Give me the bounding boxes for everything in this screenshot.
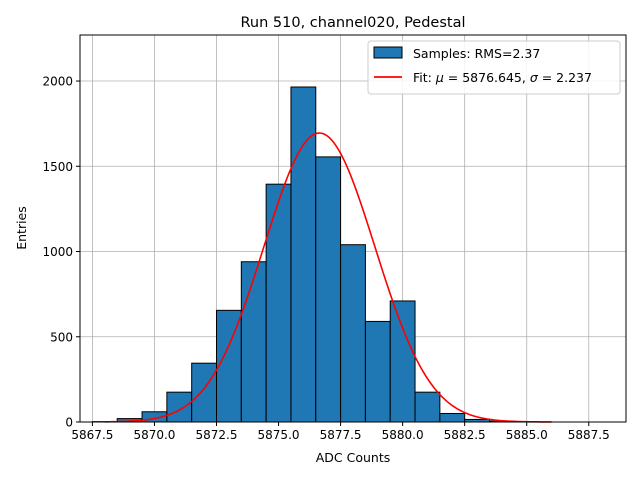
x-tick-label-7: 5885.0: [506, 428, 548, 442]
histogram-bar-9: [315, 156, 342, 423]
gaussian-fit-curve: [104, 132, 552, 423]
legend-histogram-swatch: [373, 46, 403, 59]
legend-fit-mu-value: = 5876.645,: [444, 70, 530, 85]
y-tick-label-2: 1000: [42, 245, 73, 259]
x-axis-label: ADC Counts: [316, 450, 391, 465]
legend-fit-prefix: Fit:: [413, 70, 436, 85]
legend-box: [367, 40, 621, 95]
y-axis: 0 500 1000 1500 2000: [42, 75, 80, 430]
legend-fit-label: Fit: μ = 5876.645, σ = 2.237: [413, 70, 592, 85]
x-tick-label-5: 5880.0: [382, 428, 424, 442]
x-tick-label-3: 5875.0: [258, 428, 300, 442]
legend-fit-sigma-symbol: σ: [530, 70, 539, 85]
histogram-bar-10: [340, 244, 366, 423]
x-tick-label-4: 5877.5: [320, 428, 362, 442]
x-tick-label-1: 5870.0: [133, 428, 175, 442]
plot-frame: [79, 34, 627, 423]
legend-fit-mu-symbol: μ: [435, 70, 444, 85]
histogram-bar-3: [166, 391, 193, 423]
x-tick-label-2: 5872.5: [196, 428, 238, 442]
histogram-bar-11: [364, 320, 391, 423]
x-tick-label-8: 5887.5: [568, 428, 610, 442]
y-tick-label-4: 2000: [42, 75, 73, 89]
x-tick-label-0: 5867.5: [71, 428, 113, 442]
chart-title: Run 510, channel020, Pedestal: [240, 15, 465, 31]
histogram-bar-7: [265, 183, 292, 423]
histogram-bar-5: [216, 309, 242, 423]
y-tick-label-1: 500: [50, 330, 73, 344]
histogram-bar-13: [414, 391, 441, 423]
histogram-bar-8: [290, 86, 317, 423]
histogram-bar-14: [439, 412, 466, 423]
histogram-bars: [91, 86, 540, 423]
x-tick-label-6: 5882.5: [444, 428, 486, 442]
y-axis-label: Entries: [14, 206, 29, 250]
histogram-bar-6: [240, 261, 267, 423]
legend-histogram-label: Samples: RMS=2.37: [413, 46, 540, 61]
legend-fit-sigma-value: = 2.237: [538, 70, 592, 85]
histogram-bar-4: [191, 362, 218, 423]
x-axis: 5867.5 5870.0 5872.5 5875.0 5877.5 5880.0 5882…: [71, 422, 610, 442]
legend: Samples: RMS=2.37 Fit: μ = 5876.645, σ =…: [367, 40, 621, 95]
y-tick-label-0: 0: [65, 416, 73, 430]
histogram-bar-12: [389, 300, 416, 423]
y-tick-label-3: 1500: [42, 160, 73, 174]
fit-curve-layer: [104, 132, 552, 423]
